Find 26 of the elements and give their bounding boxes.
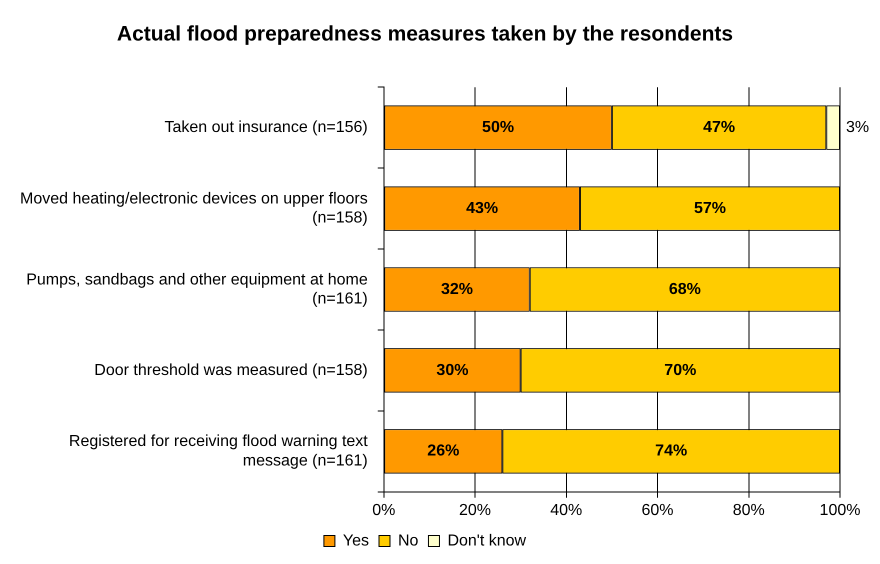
y-tick-label: Moved heating/electronic devices on upper floors (n=158) bbox=[20, 190, 368, 227]
x-tick-label: 20% bbox=[458, 502, 492, 519]
data-label: 3% bbox=[846, 119, 870, 136]
data-label: 74% bbox=[655, 442, 688, 460]
data-label: 47% bbox=[703, 119, 736, 136]
x-tick-label: 0% bbox=[372, 502, 396, 519]
y-tick-label: Taken out insurance (n=156) bbox=[164, 119, 368, 136]
data-label: 26% bbox=[427, 442, 460, 460]
y-tick-label: Door threshold was measured (n=158) bbox=[94, 362, 368, 379]
chart-title: Actual flood preparedness measures taken by the resondents bbox=[116, 22, 734, 46]
x-tick-label: 60% bbox=[641, 502, 674, 519]
legend-label: No bbox=[398, 532, 419, 550]
data-label: 68% bbox=[668, 280, 701, 298]
data-label: 30% bbox=[436, 362, 468, 379]
data-label: 43% bbox=[466, 200, 498, 217]
x-tick-label: 80% bbox=[732, 502, 765, 519]
data-label: 32% bbox=[440, 280, 474, 298]
y-tick-label: Pumps, sandbags and other equipment at home (n=161) bbox=[26, 271, 368, 308]
legend-label: Yes bbox=[342, 532, 370, 550]
legend-label: Don't know bbox=[447, 532, 527, 550]
data-label: 57% bbox=[694, 200, 726, 217]
x-tick-label: 40% bbox=[550, 502, 582, 519]
x-tick-label: 100% bbox=[820, 502, 860, 519]
data-label: 50% bbox=[482, 119, 514, 136]
y-tick-label: Registered for receiving flood warning text message (n=161) bbox=[68, 433, 368, 470]
data-label: 70% bbox=[664, 362, 696, 379]
